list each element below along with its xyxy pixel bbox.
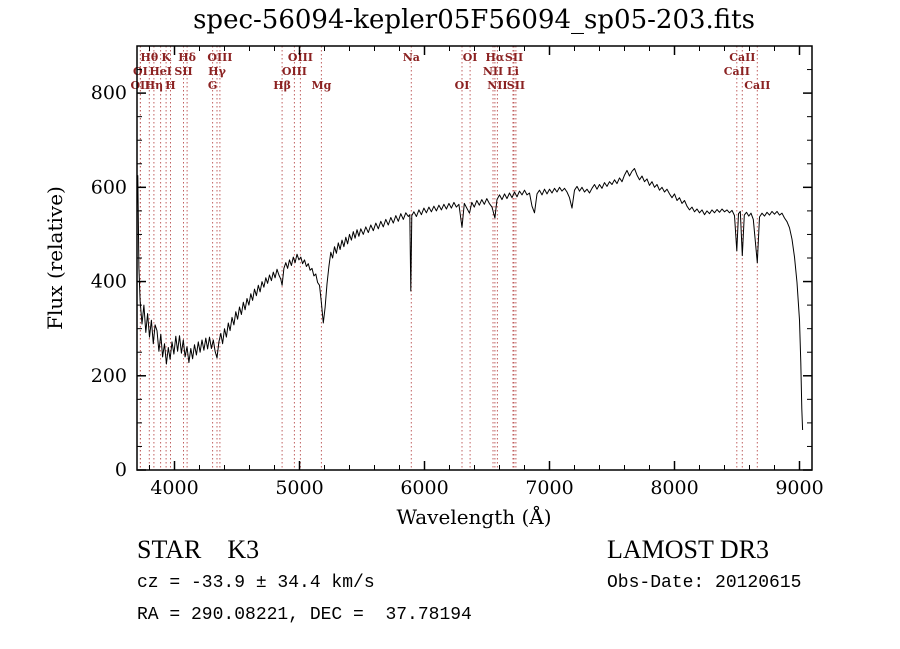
spectrum-trace xyxy=(137,168,804,431)
svg-text:800: 800 xyxy=(91,82,127,104)
svg-text:NII: NII xyxy=(487,79,507,92)
object-classification: STAR K3 xyxy=(137,535,260,564)
svg-text:Mg: Mg xyxy=(311,79,331,92)
svg-text:OI: OI xyxy=(455,79,470,92)
spectral-line-markers xyxy=(139,46,758,470)
svg-text:400: 400 xyxy=(91,271,127,293)
svg-text:CaII: CaII xyxy=(744,79,770,92)
obs-date: Obs-Date: 20120615 xyxy=(607,573,802,593)
svg-text:CaII: CaII xyxy=(729,51,755,64)
svg-text:Hθ: Hθ xyxy=(140,51,158,64)
svg-text:OII: OII xyxy=(130,79,150,92)
chart-title: spec-56094-kepler05F56094_sp05-203.fits xyxy=(193,5,755,35)
svg-text:OIII: OIII xyxy=(288,51,313,64)
survey-name: LAMOST DR3 xyxy=(607,535,770,564)
svg-text:K: K xyxy=(161,51,171,64)
svg-text:SII: SII xyxy=(507,79,525,92)
svg-text:8000: 8000 xyxy=(650,477,698,499)
svg-text:NII: NII xyxy=(483,65,503,78)
svg-text:Hη: Hη xyxy=(145,79,163,92)
chart-content: OIIOIHθHηHeIKHSIIHδGHγOIIIHβOIIIOIIIMgNa… xyxy=(91,45,824,499)
svg-text:Hγ: Hγ xyxy=(208,65,226,78)
svg-text:G: G xyxy=(208,79,217,92)
svg-text:Na: Na xyxy=(403,51,420,64)
svg-text:H: H xyxy=(165,79,175,92)
cz-value: cz = -33.9 ± 34.4 km/s xyxy=(137,573,375,593)
svg-text:SII: SII xyxy=(174,65,192,78)
svg-text:Li: Li xyxy=(507,65,519,78)
axes: 4000 5000 6000 7000 8000 9000 0 200 400 600 800 xyxy=(91,45,824,499)
y-axis-label: Flux (relative) xyxy=(43,186,67,330)
svg-text:SII: SII xyxy=(505,51,523,64)
svg-text:OI: OI xyxy=(133,65,148,78)
spectral-line-labels: OIIOIHθHηHeIKHSIIHδGHγOIIIHβOIIIOIIIMgNa… xyxy=(130,51,770,92)
svg-text:9000: 9000 xyxy=(775,477,823,499)
svg-text:Hδ: Hδ xyxy=(178,51,196,64)
svg-text:6000: 6000 xyxy=(400,477,448,499)
coordinates: RA = 290.08221, DEC = 37.78194 xyxy=(137,605,472,625)
svg-text:OI: OI xyxy=(463,51,478,64)
svg-text:200: 200 xyxy=(91,365,127,387)
x-axis-label: Wavelength (Å) xyxy=(396,504,551,529)
svg-text:4000: 4000 xyxy=(150,477,198,499)
svg-text:7000: 7000 xyxy=(525,477,573,499)
svg-text:600: 600 xyxy=(91,176,127,198)
svg-text:5000: 5000 xyxy=(275,477,323,499)
svg-text:OIII: OIII xyxy=(282,65,307,78)
svg-text:OIII: OIII xyxy=(207,51,232,64)
svg-text:Hα: Hα xyxy=(485,51,504,64)
svg-text:0: 0 xyxy=(115,459,127,481)
svg-text:CaII: CaII xyxy=(724,65,750,78)
svg-text:Hβ: Hβ xyxy=(273,79,291,92)
svg-text:HeI: HeI xyxy=(149,65,172,78)
